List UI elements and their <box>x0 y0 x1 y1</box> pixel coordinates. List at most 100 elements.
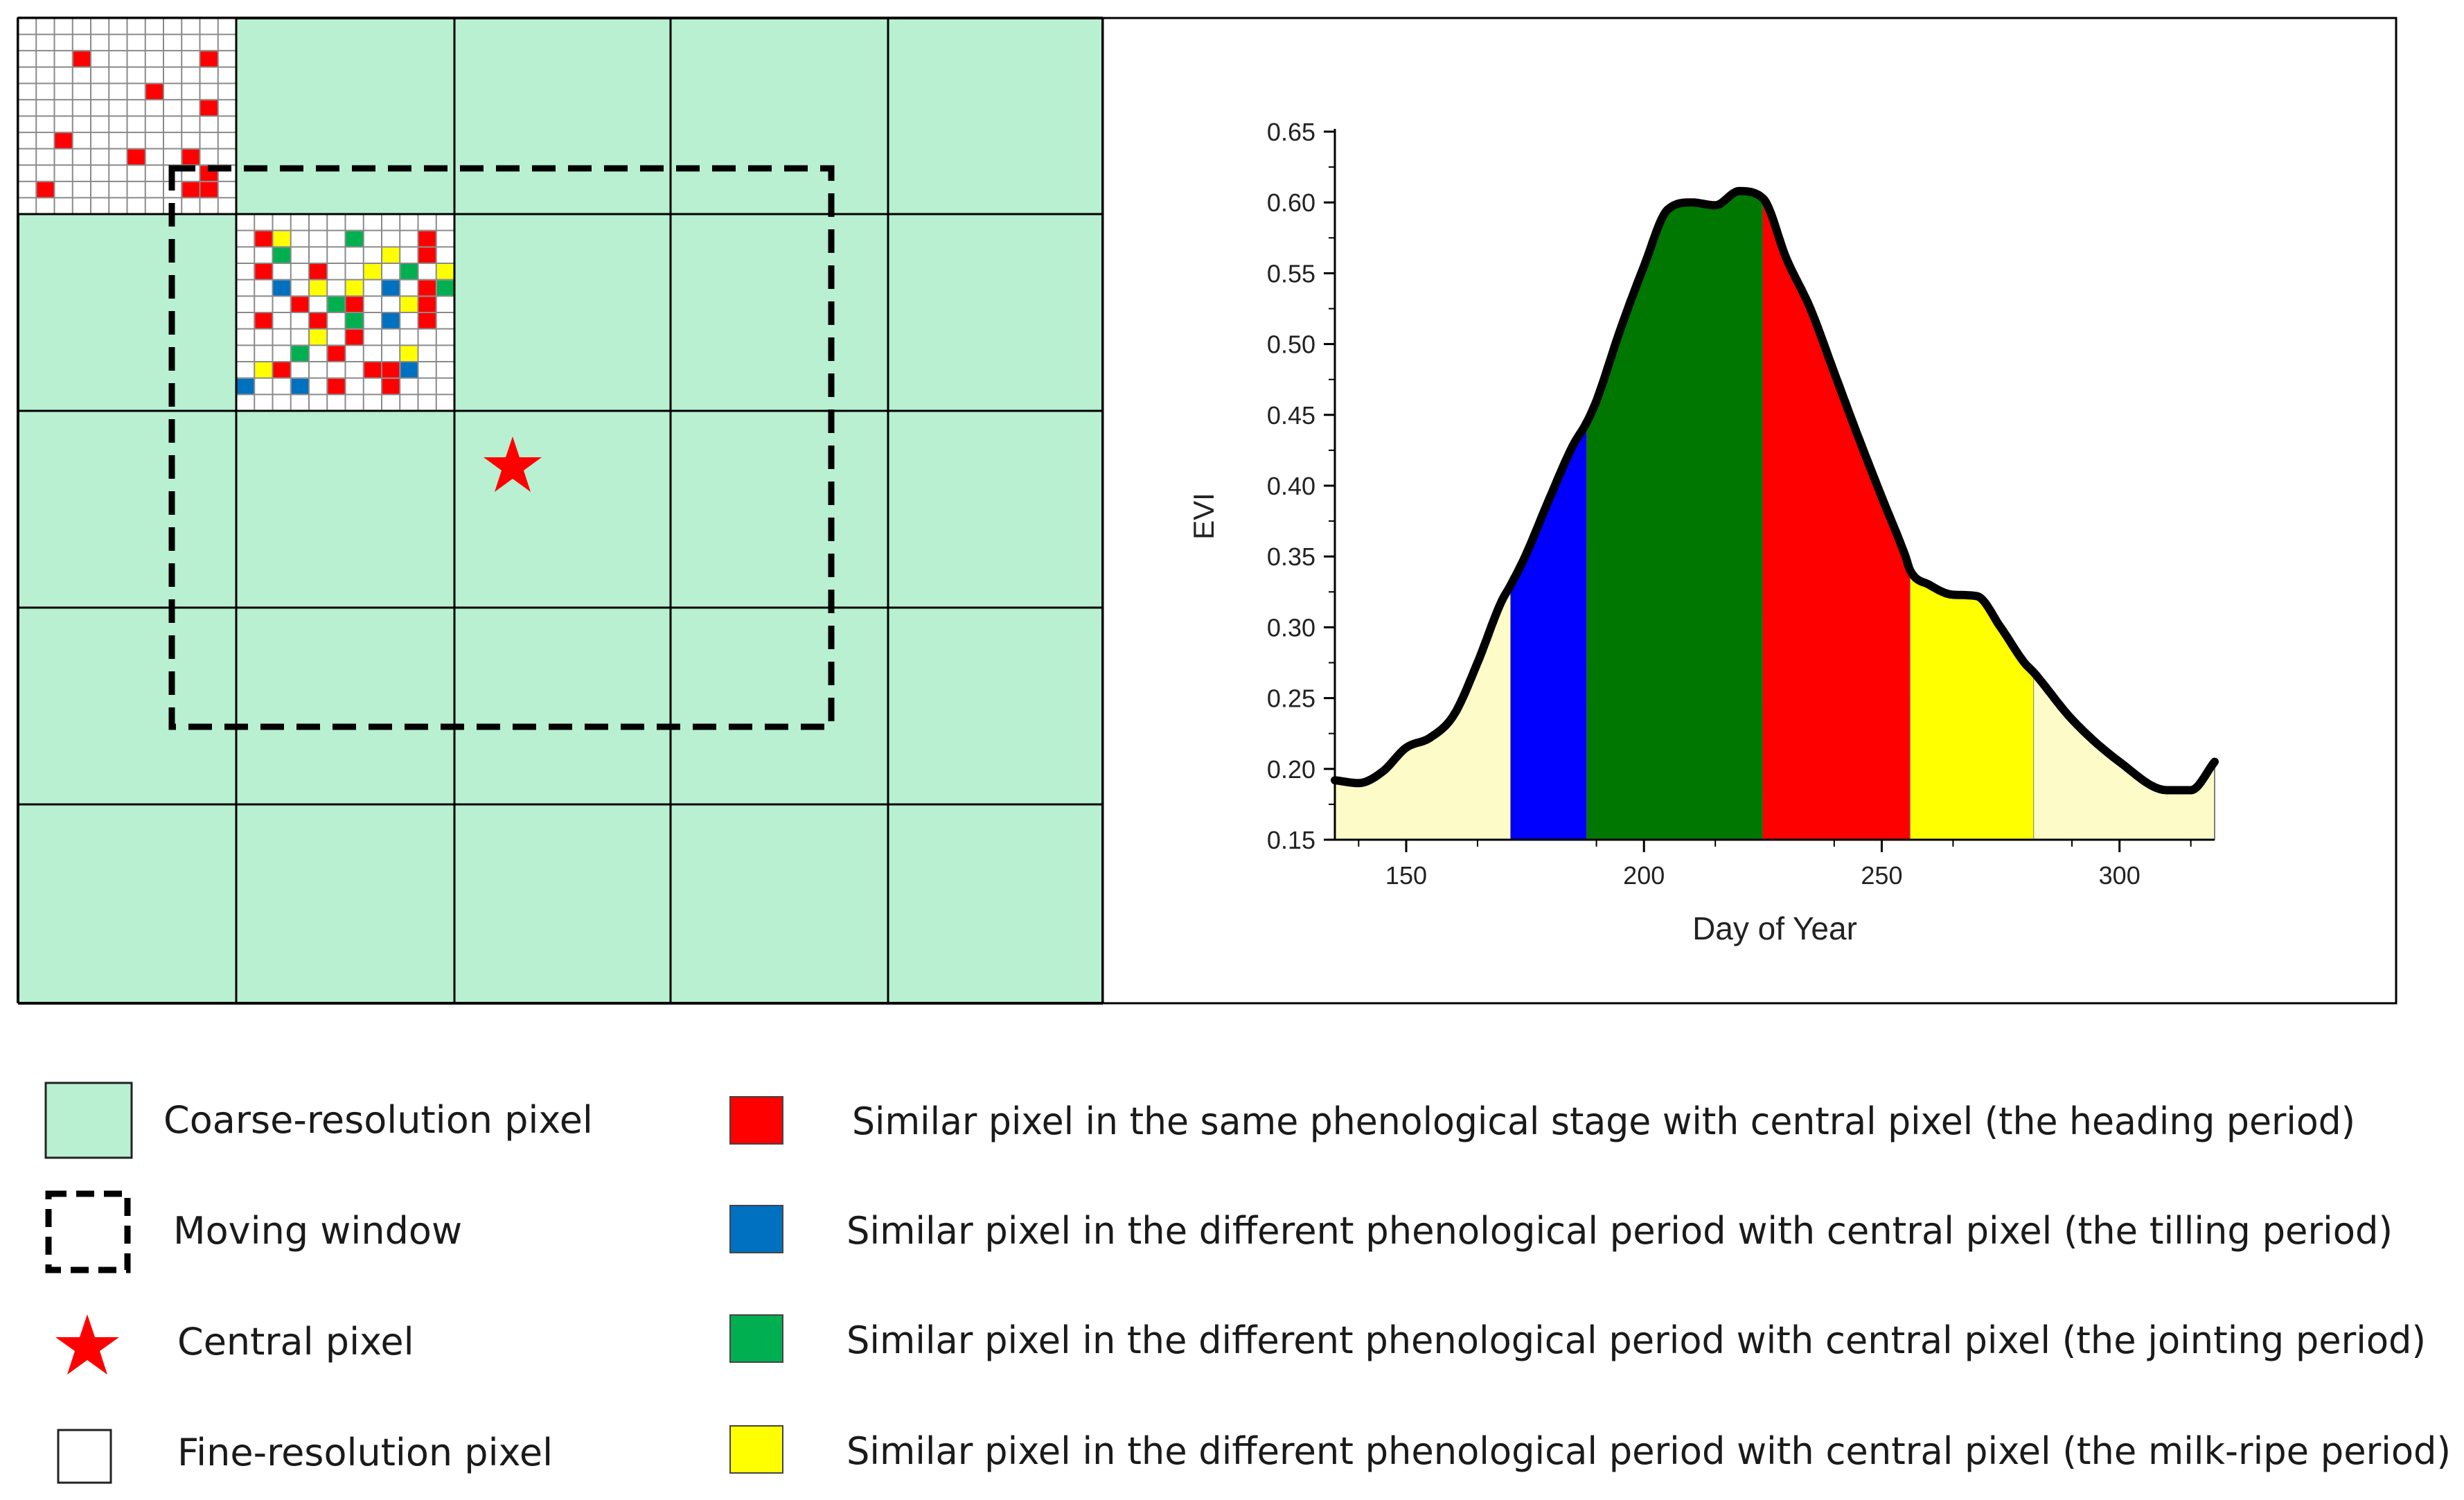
legend-label-moving-window: Moving window <box>173 1209 462 1253</box>
similar-pixel-yellow <box>255 362 273 378</box>
similar-pixel-red <box>418 297 436 312</box>
similar-pixel-blue <box>400 362 418 378</box>
similar-pixel-red <box>328 346 346 362</box>
similar-pixel-red <box>73 51 91 67</box>
similar-pixel-red <box>310 313 328 329</box>
segment-heading-period <box>1762 198 1911 840</box>
fine-block-border <box>235 213 456 412</box>
x-tick-label: 200 <box>1623 861 1665 890</box>
y-tick-label: 0.30 <box>1267 613 1315 642</box>
chart-axes: 0.15 0.20 0.25 0.30 0.35 0.40 0.45 0.50 0.55 0.60… <box>1267 118 2215 890</box>
heading-swatch <box>729 1096 783 1145</box>
y-axis-label: EVI <box>1187 493 1220 540</box>
similar-pixel-red <box>255 264 273 280</box>
similar-pixel-red <box>273 362 291 378</box>
legend-label-milk-ripe: Similar pixel in the different phenologi… <box>847 1429 2451 1473</box>
segment-jointing-period <box>1586 191 1763 840</box>
y-tick-label: 0.15 <box>1267 826 1315 854</box>
similar-pixel-red <box>310 264 328 280</box>
similar-pixel-yellow <box>382 247 400 263</box>
similar-pixel-blue <box>382 280 400 297</box>
similar-pixel-red <box>200 182 218 198</box>
y-tick-label: 0.50 <box>1267 330 1315 359</box>
similar-pixel-red <box>200 100 218 116</box>
similar-pixel-red <box>127 149 145 166</box>
similar-pixel-red <box>291 297 309 312</box>
similar-pixel-yellow <box>346 280 364 297</box>
legend-label-coarse: Coarse-resolution pixel <box>163 1098 593 1142</box>
y-tick-label: 0.60 <box>1267 188 1315 217</box>
similar-pixel-red <box>182 182 200 198</box>
segment-after-milk-ripe <box>2034 672 2215 840</box>
fine-pixel-block-a <box>17 17 238 215</box>
similar-pixel-red <box>346 329 364 346</box>
fine-pixel-swatch <box>57 1429 112 1484</box>
central-pixel-star <box>484 436 542 492</box>
evi-curve <box>1331 186 2219 795</box>
fine-block-border <box>17 17 238 215</box>
evi-chart-panel: 0.15 0.20 0.25 0.30 0.35 0.40 0.45 0.50 0.55 0.60… <box>1101 17 2397 1005</box>
similar-pixel-green <box>400 264 418 280</box>
similar-pixel-red <box>382 378 400 395</box>
similar-pixel-yellow <box>436 264 454 280</box>
similar-pixel-red <box>37 182 55 198</box>
similar-pixel-red <box>364 362 382 378</box>
similar-pixel-yellow <box>310 280 328 297</box>
y-tick-label: 0.55 <box>1267 259 1315 288</box>
similar-pixel-green <box>436 280 454 297</box>
similar-pixel-yellow <box>310 329 328 346</box>
fine-pixel-block-b <box>235 213 456 412</box>
similar-pixel-red <box>145 84 163 100</box>
similar-pixel-green <box>346 231 364 247</box>
similar-pixel-green <box>291 346 309 362</box>
legend-label-tilling: Similar pixel in the different phenologi… <box>847 1209 2393 1253</box>
coarse-grid-diagram <box>17 17 1104 1005</box>
similar-pixel-green <box>273 247 291 263</box>
y-tick-label: 0.20 <box>1267 755 1315 784</box>
tilling-swatch <box>729 1205 783 1253</box>
legend-label-central-pixel: Central pixel <box>177 1320 414 1364</box>
moving-window <box>168 165 835 730</box>
similar-pixel-red <box>328 378 346 395</box>
similar-pixel-red <box>346 297 364 312</box>
y-tick-label: 0.35 <box>1267 542 1315 571</box>
dashed-box-icon <box>45 1190 131 1273</box>
similar-pixel-yellow <box>400 297 418 312</box>
similar-pixel-red <box>255 313 273 329</box>
similar-pixel-green <box>346 313 364 329</box>
similar-pixel-yellow <box>364 264 382 280</box>
coarse-pixel-swatch <box>44 1082 133 1159</box>
similar-pixel-red <box>418 280 436 297</box>
similar-pixel-yellow <box>273 231 291 247</box>
star-icon <box>55 1314 119 1375</box>
legend-label-heading: Similar pixel in the same phenological s… <box>852 1100 2355 1143</box>
x-tick-label: 250 <box>1861 861 1902 890</box>
similar-pixel-blue <box>291 378 309 395</box>
x-tick-label: 150 <box>1385 861 1427 890</box>
milk-ripe-swatch <box>729 1425 783 1474</box>
similar-pixel-red <box>200 51 218 67</box>
similar-pixel-red <box>255 231 273 247</box>
legend-label-fine-pixel: Fine-resolution pixel <box>177 1431 553 1474</box>
jointing-swatch <box>729 1314 783 1363</box>
similar-pixel-blue <box>382 313 400 329</box>
similar-pixel-blue <box>273 280 291 297</box>
similar-pixel-red <box>182 149 200 166</box>
legend-label-jointing: Similar pixel in the different phenologi… <box>847 1318 2426 1362</box>
y-tick-label: 0.25 <box>1267 685 1315 713</box>
similar-pixel-blue <box>237 378 255 395</box>
y-tick-label: 0.45 <box>1267 401 1315 430</box>
similar-pixel-yellow <box>400 346 418 362</box>
legend: Coarse-resolution pixel Moving window Ce… <box>44 1082 2451 1484</box>
similar-pixel-green <box>328 297 346 312</box>
segment-tilling-period <box>1511 422 1587 840</box>
similar-pixel-red <box>382 362 400 378</box>
similar-pixel-red <box>418 247 436 263</box>
y-tick-label: 0.65 <box>1267 118 1315 146</box>
x-tick-label: 300 <box>2099 861 2141 890</box>
similar-pixel-red <box>418 231 436 247</box>
y-tick-label: 0.40 <box>1267 472 1315 500</box>
similar-pixel-red <box>418 313 436 329</box>
x-axis-label: Day of Year <box>1692 910 1857 946</box>
similar-pixel-red <box>55 133 73 149</box>
